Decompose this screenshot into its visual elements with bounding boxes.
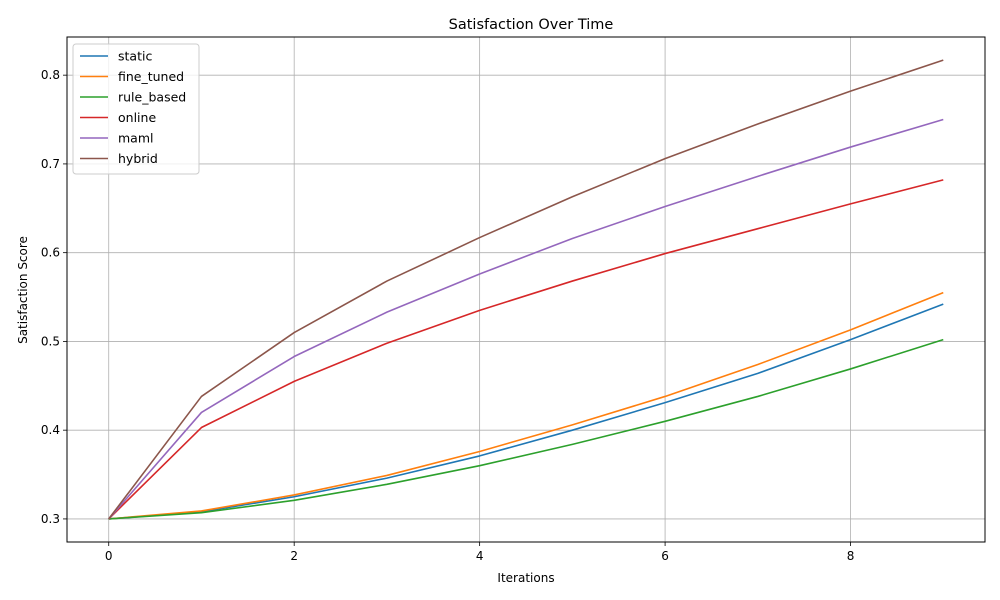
series-layer <box>108 59 944 520</box>
legend-label: rule_based <box>118 90 186 105</box>
y-axis-label: Satisfaction Score <box>16 236 30 344</box>
series-line-rule-based <box>108 338 944 520</box>
series-line-hybrid <box>108 59 944 520</box>
grid-lines <box>67 37 985 542</box>
series-line-fine-tuned <box>108 291 944 520</box>
x-tick-label: 6 <box>661 549 669 563</box>
x-tick-label: 8 <box>847 549 855 563</box>
y-tick-label: 0.8 <box>41 68 60 82</box>
y-tick-label: 0.4 <box>41 423 60 437</box>
chart-title: Satisfaction Over Time <box>449 17 614 33</box>
series-line-maml <box>108 118 944 520</box>
series-line-static <box>108 303 944 520</box>
x-axis-label: Iterations <box>497 571 554 585</box>
y-tick-label: 0.5 <box>41 334 60 348</box>
x-tick-label: 4 <box>476 549 484 563</box>
series-line-online <box>108 179 944 520</box>
legend-label: online <box>118 110 156 125</box>
x-axis-ticks: 0 2 4 6 8 <box>105 542 854 563</box>
x-tick-label: 2 <box>290 549 298 563</box>
y-tick-label: 0.7 <box>41 157 60 171</box>
plot-frame <box>66 36 986 543</box>
legend-label: maml <box>118 131 154 146</box>
y-tick-label: 0.6 <box>41 246 60 260</box>
legend-label: static <box>118 49 152 64</box>
legend-label: fine_tuned <box>118 69 184 84</box>
legend-label: hybrid <box>118 151 158 166</box>
y-axis-ticks: 0.3 0.4 0.5 0.6 0.7 0.8 <box>41 68 67 526</box>
x-tick-label: 0 <box>105 549 113 563</box>
y-tick-label: 0.3 <box>41 512 60 526</box>
